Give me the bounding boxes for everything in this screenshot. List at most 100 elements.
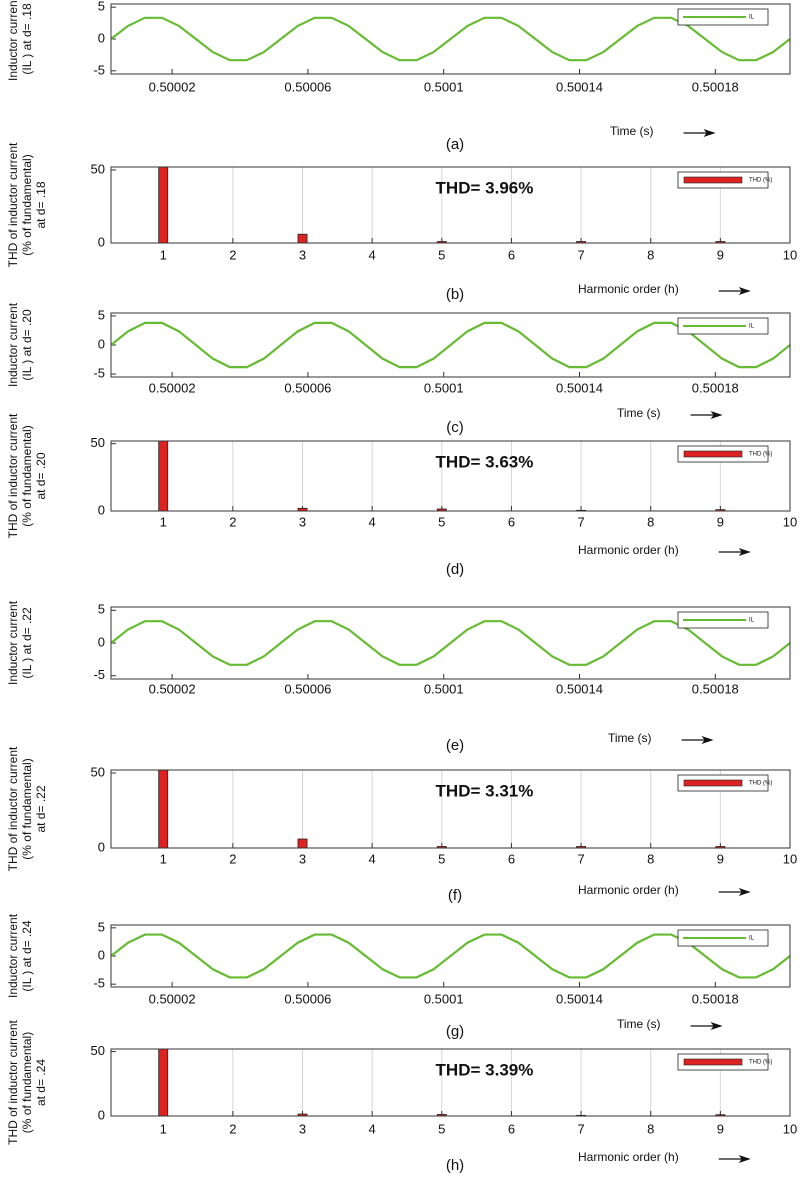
y-tick-label: -5 xyxy=(93,976,105,991)
caption: (h) xyxy=(446,1157,464,1174)
x-tick-label: 5 xyxy=(438,514,445,529)
plot-frame xyxy=(110,1048,791,1117)
bar xyxy=(436,241,447,243)
y-tick-label: 5 xyxy=(98,602,105,617)
y-tick-label: 50 xyxy=(91,764,105,779)
x-tick-label: 10 xyxy=(783,851,797,866)
x-tick-label: 0.50018 xyxy=(692,79,739,94)
y-tick-label: 0 xyxy=(98,502,105,517)
x-tick-label: 2 xyxy=(229,851,236,866)
plot xyxy=(111,620,790,666)
x-tick-label: 6 xyxy=(508,851,515,866)
caption: (a) xyxy=(446,136,464,153)
y-tick-label: 50 xyxy=(91,1043,105,1058)
x-tick-label: 1 xyxy=(160,1121,167,1136)
y-axis-label: THD of inductor current xyxy=(6,142,20,267)
y-tick-label: 5 xyxy=(98,307,105,322)
y-tick-label: -5 xyxy=(93,667,105,682)
x-tick-label: 2 xyxy=(229,514,236,529)
x-tick-label: 0.50018 xyxy=(692,681,739,696)
x-tick-label: 8 xyxy=(647,851,654,866)
arrow-head xyxy=(710,1022,723,1030)
plot-area xyxy=(111,167,790,243)
y-tick-label: 0 xyxy=(98,839,105,854)
bar xyxy=(715,241,726,243)
arrow-head xyxy=(738,888,751,896)
x-tick-label: 0.50006 xyxy=(284,380,331,395)
y-axis-label: THD of inductor current xyxy=(6,746,20,871)
y-axis-label: THD of inductor current xyxy=(6,413,20,538)
x-tick-label: 5 xyxy=(438,247,445,262)
x-tick-label: 0.50018 xyxy=(692,991,739,1006)
y-tick-label: 0 xyxy=(98,234,105,249)
plot xyxy=(111,321,790,369)
x-tick-label: 0.50006 xyxy=(284,79,331,94)
legend-swatch xyxy=(683,1058,743,1066)
legend-swatch xyxy=(683,779,743,787)
x-tick-label: 0.5001 xyxy=(424,991,464,1006)
plot xyxy=(111,933,790,979)
panel: 1 2 3 4 5 6 7 8 9 10 0 50 THD (%) THD= 3.39% THD of in… xyxy=(6,1019,797,1174)
plot-frame xyxy=(110,606,791,680)
bar xyxy=(576,846,587,848)
caption: (d) xyxy=(446,561,464,578)
panel: 0.50002 0.50006 0.5001 0.50014 0.50018 -5 0 5 IL… xyxy=(6,913,791,1040)
x-tick-label: 3 xyxy=(299,247,306,262)
plot xyxy=(158,770,726,848)
y-tick-label: 0 xyxy=(98,30,105,45)
x-tick-label: 5 xyxy=(438,851,445,866)
plot-frame xyxy=(110,769,791,849)
x-tick-label: 0.5001 xyxy=(424,380,464,395)
bar xyxy=(158,167,169,243)
bar xyxy=(576,241,587,243)
y-axis-label: Inductor current xyxy=(6,0,20,81)
x-tick-label: 3 xyxy=(299,1121,306,1136)
x-tick-label: 5 xyxy=(438,1121,445,1136)
x-tick-label: 0.50014 xyxy=(556,681,603,696)
y-axis-label: (IL ) at d= .22 xyxy=(20,607,34,679)
panel: 1 2 3 4 5 6 7 8 9 10 0 50 THD (%) THD= 3.63% THD of in… xyxy=(6,413,797,578)
x-tick-label: 8 xyxy=(647,514,654,529)
y-axis-label: (% of fundamental) xyxy=(20,154,34,255)
arrow-head xyxy=(701,736,714,744)
line xyxy=(111,933,790,979)
x-tick-label: 4 xyxy=(369,514,376,529)
bar xyxy=(436,508,447,511)
caption: (b) xyxy=(446,286,464,303)
x-tick-label: 7 xyxy=(577,1121,584,1136)
y-tick-label: 50 xyxy=(91,435,105,450)
x-axis-label: Time (s) xyxy=(617,406,661,420)
y-tick-label: 5 xyxy=(98,919,105,934)
plot-area xyxy=(111,1049,790,1116)
x-tick-label: 0.50002 xyxy=(149,991,196,1006)
y-tick-label: -5 xyxy=(93,366,105,381)
x-tick-label: 9 xyxy=(717,1121,724,1136)
bar xyxy=(158,441,169,511)
bar xyxy=(436,1114,447,1116)
caption: (f) xyxy=(448,887,462,904)
x-tick-label: 9 xyxy=(717,851,724,866)
y-tick-label: 5 xyxy=(98,0,105,14)
x-tick-label: 3 xyxy=(299,514,306,529)
x-axis-label: Harmonic order (h) xyxy=(578,883,679,897)
y-axis-label: Inductor current xyxy=(6,913,20,998)
x-axis-label: Time (s) xyxy=(617,1017,661,1031)
x-tick-label: 0.5001 xyxy=(424,79,464,94)
x-tick-label: 10 xyxy=(783,247,797,262)
y-tick-label: 0 xyxy=(98,947,105,962)
x-tick-label: 10 xyxy=(783,1121,797,1136)
line xyxy=(111,620,790,666)
x-tick-label: 6 xyxy=(508,514,515,529)
x-tick-label: 0.50002 xyxy=(149,79,196,94)
x-axis-label: Harmonic order (h) xyxy=(578,543,679,557)
bar xyxy=(158,770,169,848)
annotation: THD= 3.63% xyxy=(436,452,534,471)
line xyxy=(111,321,790,369)
x-tick-label: 7 xyxy=(577,247,584,262)
panel: 0.50002 0.50006 0.5001 0.50014 0.50018 -5 0 5 IL… xyxy=(6,302,791,436)
x-tick-label: 6 xyxy=(508,1121,515,1136)
x-tick-label: 1 xyxy=(160,247,167,262)
plot-frame xyxy=(110,440,791,512)
x-tick-label: 9 xyxy=(717,514,724,529)
